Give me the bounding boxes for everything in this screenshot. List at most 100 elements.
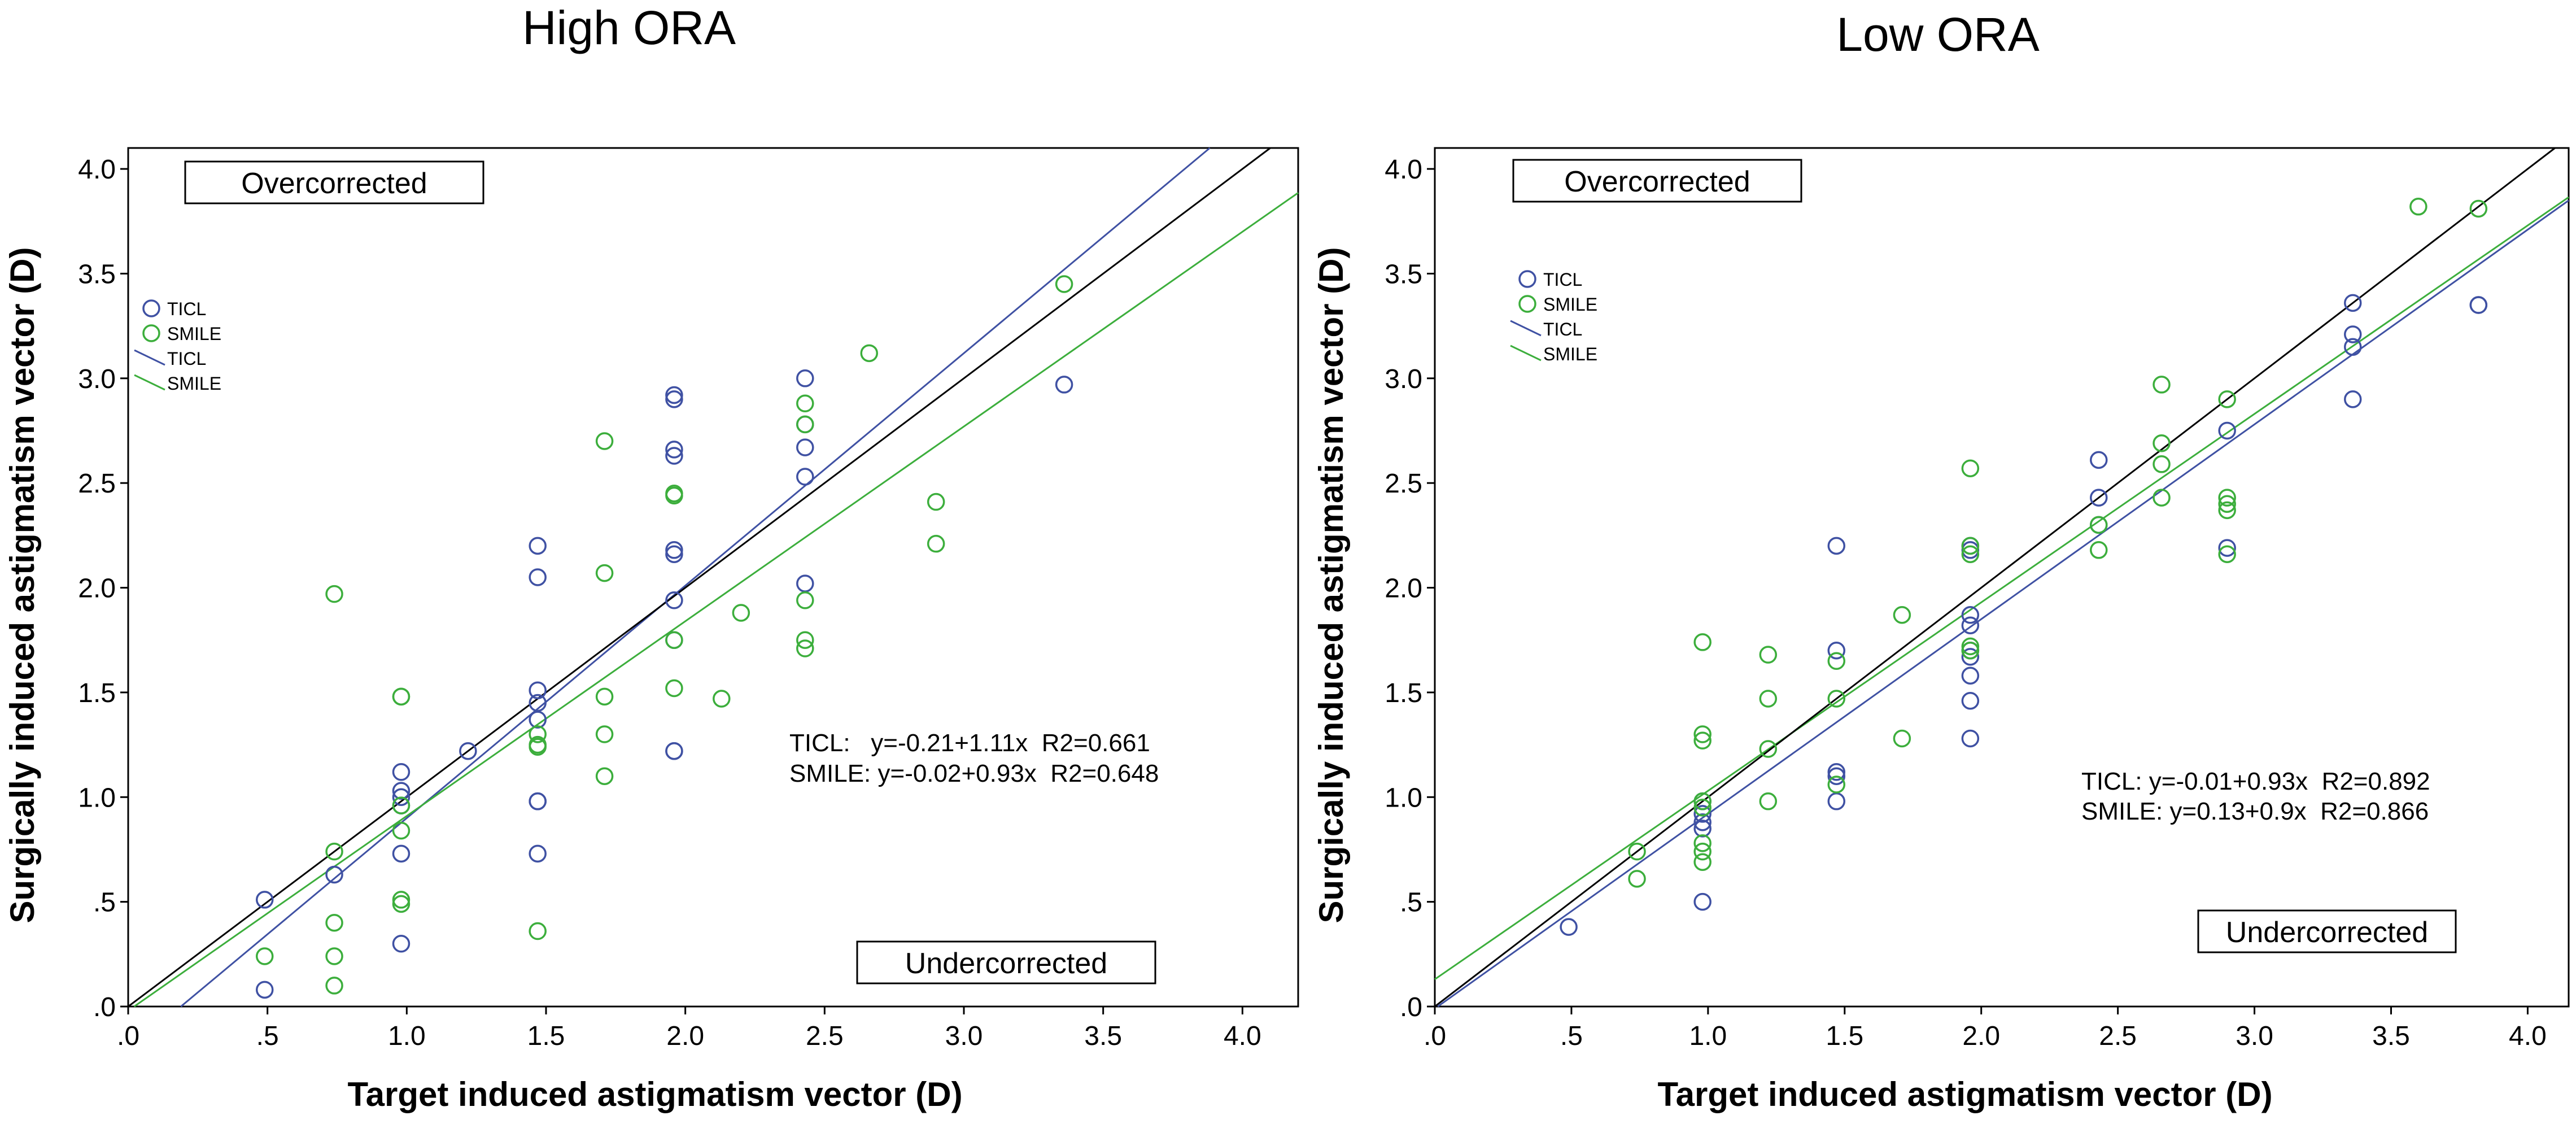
- point-ticl: [1961, 648, 1980, 666]
- point-ticl: [1961, 605, 1980, 624]
- fit-lines: [128, 147, 1299, 1008]
- point-ticl: [1827, 537, 1846, 555]
- y-tick-label: .0: [1400, 992, 1422, 1022]
- point-smile: [1693, 792, 1711, 811]
- y-tick-label: 3.0: [78, 364, 116, 394]
- x-tick-label: .5: [256, 1021, 279, 1051]
- legend-label-ticl-line: TICL: [1543, 319, 1582, 339]
- x-tick-label: 2.5: [2099, 1021, 2137, 1051]
- y-tick-label: 1.5: [1385, 678, 1422, 708]
- point-smile: [927, 493, 945, 511]
- chart-low-ora: Low ORA Surgically induced astigmatism v…: [1312, 8, 2570, 1113]
- point-smile: [796, 415, 814, 434]
- y-tick-label: 1.0: [1385, 783, 1422, 813]
- point-ticl: [1560, 918, 1578, 936]
- legend-marker-ticl: [1518, 270, 1536, 288]
- point-smile: [1827, 652, 1846, 670]
- point-smile: [2409, 198, 2427, 216]
- point-ticl: [1827, 792, 1846, 811]
- point-ticl: [665, 441, 683, 459]
- legend-label-ticl-line: TICL: [167, 348, 206, 369]
- point-smile: [2218, 501, 2236, 520]
- x-tick-label: 1.5: [527, 1021, 565, 1051]
- point-ticl: [529, 681, 547, 699]
- point-smile: [2218, 489, 2236, 507]
- point-smile: [1693, 842, 1711, 861]
- x-axis: .0 .5 1.0 1.5 2.0 2.5 3.0 3.5 4.0: [1424, 1007, 2547, 1051]
- y-tick-label: 4.0: [1385, 155, 1422, 185]
- point-ticl: [1961, 666, 1980, 685]
- point-smile: [325, 585, 343, 603]
- point-smile: [1693, 725, 1711, 743]
- x-tick-label: 4.0: [1224, 1021, 1261, 1051]
- point-smile: [1693, 853, 1711, 871]
- point-smile: [595, 725, 614, 743]
- point-smile: [665, 631, 683, 649]
- point-ticl: [1693, 813, 1711, 831]
- legend-label-smile-marker: SMILE: [1543, 294, 1597, 315]
- point-ticl: [1827, 767, 1846, 785]
- x-tick-label: 2.5: [806, 1021, 844, 1051]
- point-smile: [2090, 516, 2108, 534]
- point-ticl: [796, 574, 814, 593]
- point-ticl: [665, 591, 683, 609]
- plot-frame: [127, 147, 1299, 1008]
- point-smile: [595, 564, 614, 582]
- legend-label-smile-line: SMILE: [167, 373, 221, 394]
- point-ticl: [2469, 296, 2488, 314]
- point-ticl: [529, 537, 547, 555]
- point-ticl: [2090, 451, 2108, 469]
- point-ticl: [1693, 805, 1711, 823]
- point-ticl: [665, 386, 683, 404]
- x-tick-label: 1.0: [388, 1021, 426, 1051]
- point-smile: [665, 679, 683, 698]
- x-tick-label: 1.0: [1689, 1021, 1727, 1051]
- x-tick-label: .0: [117, 1021, 139, 1051]
- legend-line-smile: [134, 374, 165, 391]
- y-tick-label: 2.5: [78, 469, 116, 499]
- point-smile: [529, 725, 547, 743]
- point-smile: [1693, 731, 1711, 750]
- legend-marker-ticl: [142, 299, 160, 317]
- overcorrected-box: [184, 160, 484, 204]
- legend-label-ticl-marker: TICL: [167, 299, 206, 319]
- y-tick-label: 2.0: [1385, 574, 1422, 604]
- point-ticl: [392, 844, 411, 863]
- point-smile: [732, 604, 750, 622]
- point-smile: [1827, 776, 1846, 794]
- point-ticl: [1961, 729, 1980, 748]
- legend-line-ticl: [1510, 320, 1542, 337]
- point-smile: [1961, 642, 1980, 660]
- point-smile: [1693, 633, 1711, 651]
- x-tick-label: 3.5: [1084, 1021, 1122, 1051]
- x-tick-label: 4.0: [2509, 1021, 2547, 1051]
- point-smile: [1961, 459, 1980, 477]
- x-axis: .0 .5 1.0 1.5 2.0 2.5 3.0 3.5 4.0: [117, 1007, 1261, 1051]
- point-smile: [1961, 545, 1980, 563]
- point-ticl: [665, 545, 683, 563]
- point-ticl: [665, 390, 683, 408]
- overcorrected-label: Overcorrected: [241, 167, 427, 200]
- point-smile: [1628, 870, 1646, 888]
- x-tick-label: .0: [1424, 1021, 1446, 1051]
- point-smile: [1893, 605, 1911, 624]
- fit-line-reference: [1434, 147, 2556, 1008]
- point-ticl: [2344, 338, 2362, 356]
- point-smile: [665, 486, 683, 505]
- x-tick-label: 3.0: [945, 1021, 983, 1051]
- point-smile: [1759, 690, 1778, 708]
- point-ticl: [1961, 541, 1980, 559]
- fit-line-reference: [128, 147, 1271, 1008]
- legend-line-smile: [1510, 345, 1542, 361]
- point-ticl: [2344, 325, 2362, 343]
- equation-ticl: TICL: y=-0.01+0.93x R2=0.892: [2081, 768, 2430, 795]
- point-smile: [713, 690, 731, 708]
- y-tick-label: .5: [93, 888, 116, 918]
- point-ticl: [1827, 763, 1846, 781]
- point-ticl: [1693, 892, 1711, 911]
- y-axis-label: Surgically induced astigmatism vector (D…: [1312, 247, 1350, 923]
- legend-marker-smile: [142, 324, 160, 342]
- y-axis: .0 .5 1.0 1.5 2.0 2.5 3.0 3.5 4.0: [1385, 155, 1435, 1022]
- legend-line-ticl: [134, 349, 165, 366]
- point-smile: [2218, 390, 2236, 408]
